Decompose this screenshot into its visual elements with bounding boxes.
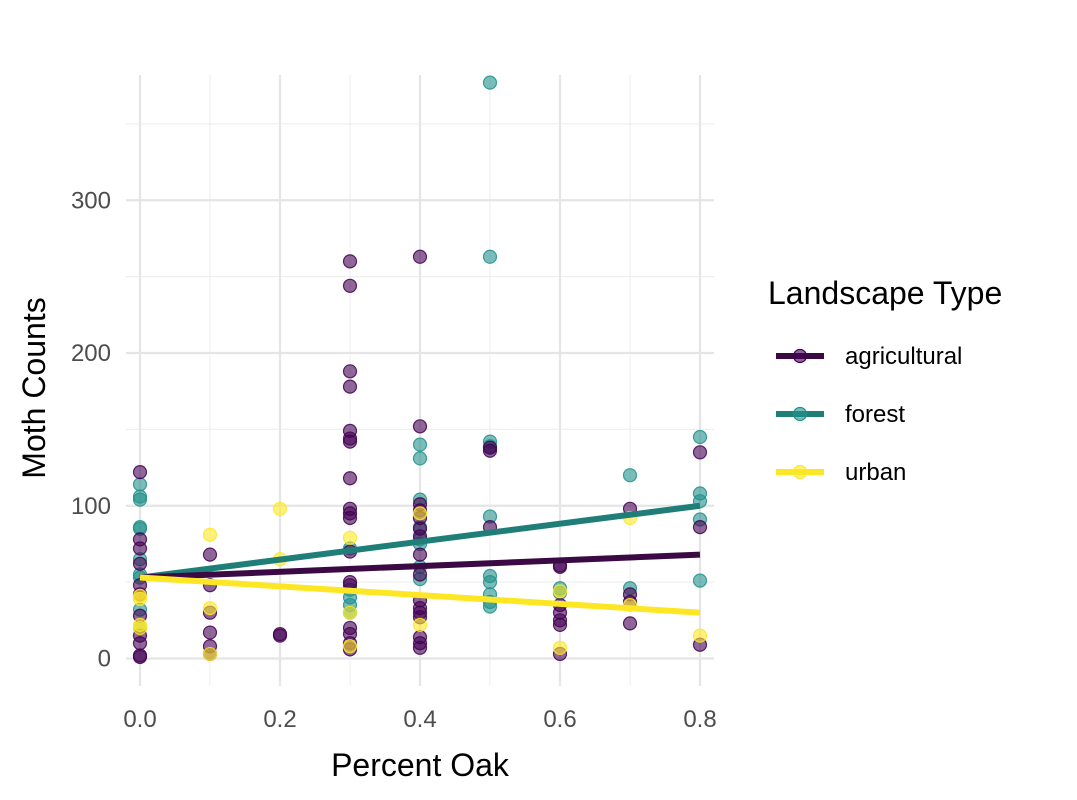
point-agricultural [202, 547, 218, 562]
legend-title: Landscape Type [768, 275, 1002, 311]
point-agricultural [692, 445, 708, 460]
trend-line-forest [139, 502, 701, 581]
trend-line-urban [139, 574, 701, 616]
point-forest [482, 575, 498, 590]
x-axis-title: Percent Oak [331, 747, 510, 783]
y-tick-label: 200 [71, 340, 111, 367]
point-forest [132, 492, 148, 507]
point-agricultural [342, 364, 358, 379]
legend-label: forest [845, 401, 905, 428]
point-agricultural [132, 465, 148, 480]
point-urban [132, 591, 148, 607]
trend-lines [139, 502, 701, 616]
point-urban [552, 640, 568, 655]
point-agricultural [482, 443, 498, 458]
legend-label: urban [845, 459, 906, 486]
y-axis-title: Moth Counts [16, 297, 52, 478]
legend-item-forest: forest [776, 401, 905, 428]
point-agricultural [132, 649, 148, 665]
point-urban [202, 527, 218, 542]
legend-key-point [792, 406, 808, 422]
x-tick-label: 0.2 [263, 706, 296, 733]
legend-item-urban: urban [776, 459, 906, 486]
point-agricultural [342, 278, 358, 293]
point-agricultural [342, 510, 358, 526]
y-tick-label: 300 [71, 187, 111, 214]
point-urban [202, 646, 218, 662]
point-agricultural [202, 625, 218, 640]
point-urban [412, 506, 428, 521]
point-urban [342, 530, 358, 545]
point-agricultural [552, 617, 568, 633]
point-agricultural [622, 616, 638, 631]
point-urban [692, 628, 708, 643]
y-axis-ticks: 0 100 200 300 [71, 187, 111, 672]
point-urban [412, 617, 428, 633]
point-urban [342, 639, 358, 654]
point-forest [482, 249, 498, 264]
point-urban [272, 501, 288, 516]
point-urban [132, 620, 148, 636]
point-agricultural [412, 567, 428, 582]
y-tick-label: 100 [71, 493, 111, 520]
y-tick-label: 0 [98, 646, 111, 673]
legend-item-agricultural: agricultural [776, 343, 962, 370]
point-agricultural [132, 541, 148, 556]
point-urban [342, 605, 358, 620]
x-axis-ticks: 0.0 0.2 0.4 0.6 0.8 [123, 706, 716, 733]
point-urban [552, 584, 568, 599]
point-forest [132, 477, 148, 492]
point-agricultural [342, 254, 358, 269]
legend-key-point [792, 464, 808, 480]
point-agricultural [272, 628, 288, 643]
x-tick-label: 0.0 [123, 706, 156, 733]
point-agricultural [412, 249, 428, 264]
point-agricultural [412, 547, 428, 562]
point-agricultural [132, 556, 148, 571]
point-forest [412, 437, 428, 452]
point-forest [412, 451, 428, 466]
point-agricultural [412, 640, 428, 655]
legend-key-point [792, 348, 808, 364]
point-agricultural [692, 520, 708, 535]
point-forest [692, 573, 708, 588]
point-forest [482, 75, 498, 90]
legend: Landscape Type agricultural forest urban [768, 275, 1002, 486]
point-forest [692, 429, 708, 445]
x-tick-label: 0.8 [683, 706, 716, 733]
point-urban [202, 600, 218, 616]
point-forest [622, 468, 638, 483]
point-agricultural [132, 636, 148, 651]
x-tick-label: 0.6 [543, 706, 576, 733]
point-agricultural [412, 419, 428, 434]
point-agricultural [342, 471, 358, 486]
data-points [132, 75, 708, 665]
trend-line-agricultural [139, 551, 701, 581]
x-tick-label: 0.4 [403, 706, 436, 733]
legend-label: agricultural [845, 343, 962, 370]
point-agricultural [342, 434, 358, 449]
point-agricultural [342, 379, 358, 394]
